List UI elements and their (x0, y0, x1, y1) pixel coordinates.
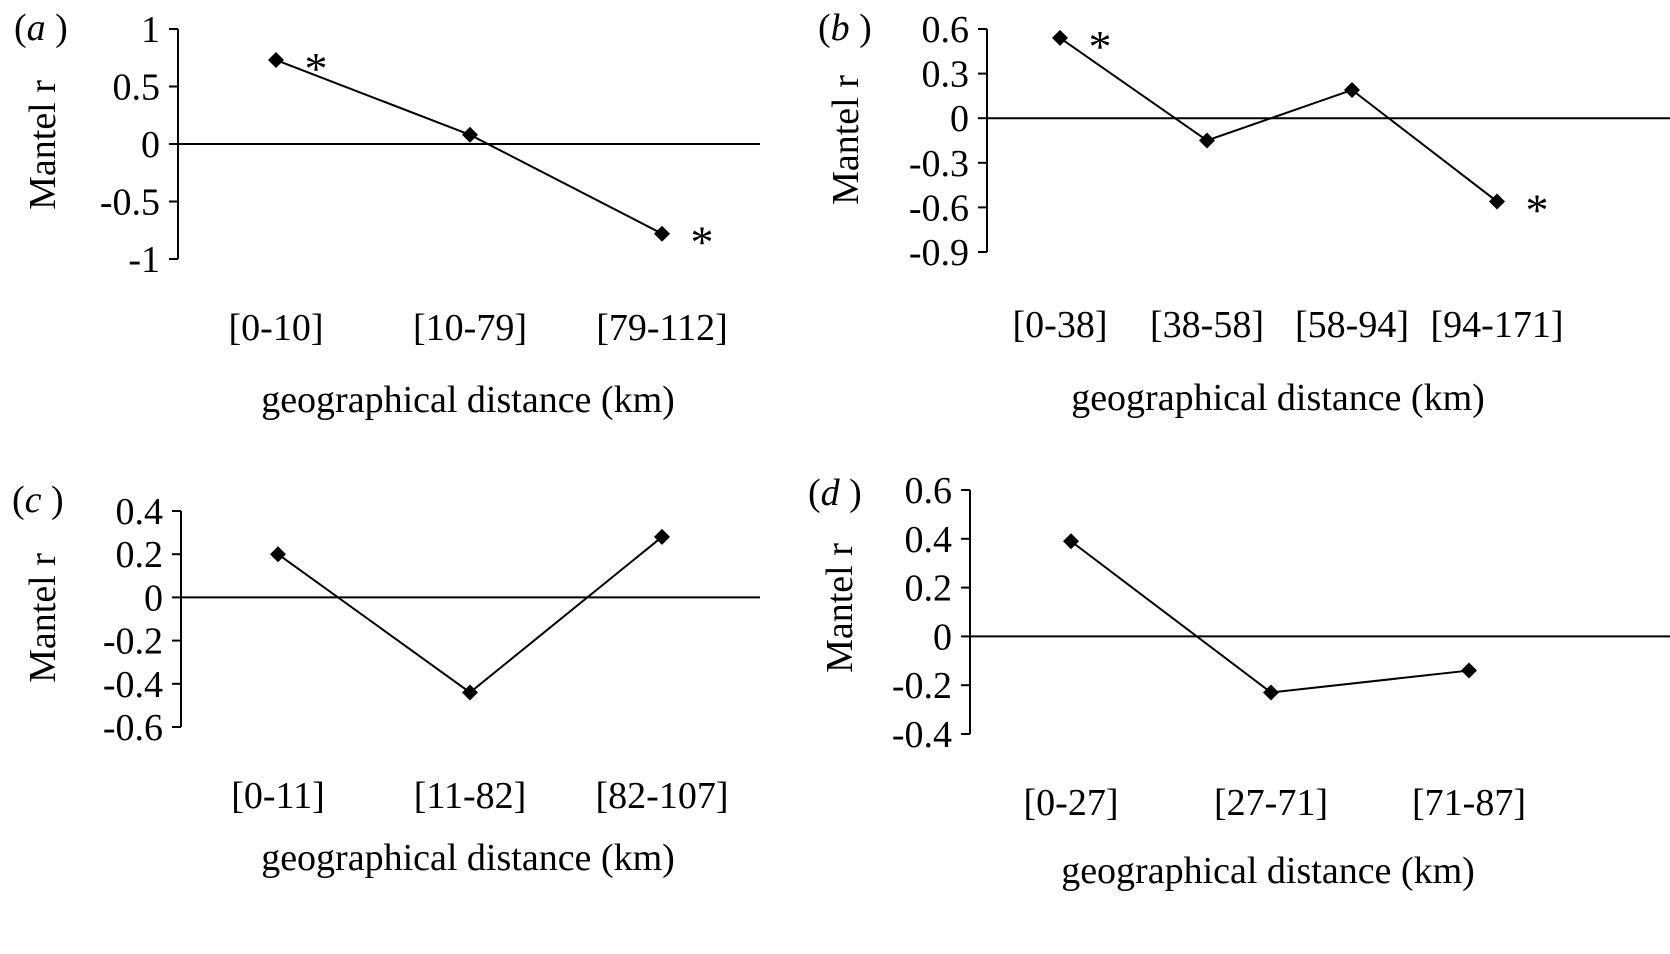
data-point (462, 684, 478, 701)
y-tick-label: 0.4 (905, 519, 953, 561)
panel-b: 0.60.30-0.3-0.6-0.9 * * [0-38] [38-58] [58-94… (818, 7, 1670, 419)
y-tick-label: 0 (950, 98, 969, 140)
y-tick-label: 1 (141, 9, 160, 51)
panel-label: (b ) (818, 7, 872, 49)
x-category-label: [0-11] (231, 775, 325, 817)
data-point (1461, 662, 1477, 679)
y-tick-label: -0.5 (100, 182, 160, 224)
data-point (1344, 81, 1360, 98)
y-tick-label: 0.6 (905, 470, 953, 512)
data-point (654, 225, 670, 242)
data-point (462, 126, 478, 143)
x-category-label: [0-27] (1024, 782, 1119, 824)
y-tick-label: -1 (128, 239, 160, 281)
panel-label: (a ) (14, 7, 68, 49)
y-tick-label: 0.4 (116, 491, 164, 533)
data-point (1489, 193, 1505, 210)
x-category-label: [58-94] (1295, 304, 1409, 346)
x-category-label: [82-107] (596, 775, 729, 817)
series-line (1059, 37, 1498, 203)
y-axis-title: Mantel r (819, 543, 861, 673)
data-point (270, 546, 286, 563)
y-tick-label: -0.2 (103, 621, 163, 663)
y-tick-label: -0.3 (909, 143, 969, 185)
panel-c: 0.40.20-0.2-0.4-0.6 [0-11] [11-82] [82-107]… (12, 479, 760, 879)
y-axis-title: Mantel r (825, 75, 867, 205)
data-point (654, 528, 670, 545)
panel-label: (d ) (808, 472, 862, 514)
x-category-label: [94-171] (1431, 304, 1564, 346)
significance-star: * (1089, 21, 1112, 72)
x-category-label: [79-112] (596, 307, 728, 349)
y-tick-label: 0 (933, 616, 952, 658)
data-point (1263, 684, 1279, 701)
series-line (277, 536, 663, 694)
significance-star: * (1526, 184, 1549, 235)
data-point (1199, 132, 1215, 149)
panel-label: (c ) (12, 479, 64, 521)
panel-d: 0.6 0.4 0.2 0 -0.2 -0.4 [0-27] [27-71] [71-87] ge… (808, 470, 1670, 892)
y-tick-label: 0.2 (116, 534, 164, 576)
significance-star: * (691, 217, 714, 268)
x-axis-title: geographical distance (km) (1061, 850, 1475, 892)
y-axis-title: Mantel r (22, 553, 64, 683)
x-axis-title: geographical distance (km) (261, 837, 675, 879)
y-tick-label: -0.2 (892, 665, 952, 707)
y-tick-label: 0.3 (922, 54, 970, 96)
y-tick-label: 0.2 (905, 568, 953, 610)
data-point (1063, 533, 1079, 550)
y-axis-title: Mantel r (22, 80, 64, 210)
data-point (1052, 29, 1068, 46)
y-tick-label: 0.5 (113, 67, 161, 109)
y-tick-label: -0.6 (909, 187, 969, 229)
y-tick-label: -0.4 (103, 664, 163, 706)
data-point (268, 52, 284, 69)
series-line (1070, 540, 1470, 694)
y-tick-label: 0 (144, 577, 163, 619)
panel-a: 1 0.5 0 -0.5 -1 * * [0-10] [10-79] [79-112] geogra… (14, 7, 760, 421)
y-tick-label: 0.6 (922, 9, 970, 51)
y-tick-label: -0.9 (909, 232, 969, 274)
x-category-label: [71-87] (1412, 782, 1526, 824)
y-tick-label: -0.6 (103, 707, 163, 749)
x-axis-title: geographical distance (km) (261, 379, 675, 421)
x-category-label: [0-10] (229, 307, 324, 349)
x-category-label: [38-58] (1150, 304, 1264, 346)
y-tick-label: 0 (141, 124, 160, 166)
x-category-label: [27-71] (1214, 782, 1328, 824)
x-category-label: [0-38] (1013, 304, 1108, 346)
y-tick-label: -0.4 (892, 714, 952, 756)
series-line (275, 59, 663, 235)
x-category-label: [11-82] (414, 775, 527, 817)
significance-star: * (305, 43, 328, 94)
x-axis-title: geographical distance (km) (1071, 377, 1485, 419)
x-category-label: [10-79] (413, 307, 527, 349)
